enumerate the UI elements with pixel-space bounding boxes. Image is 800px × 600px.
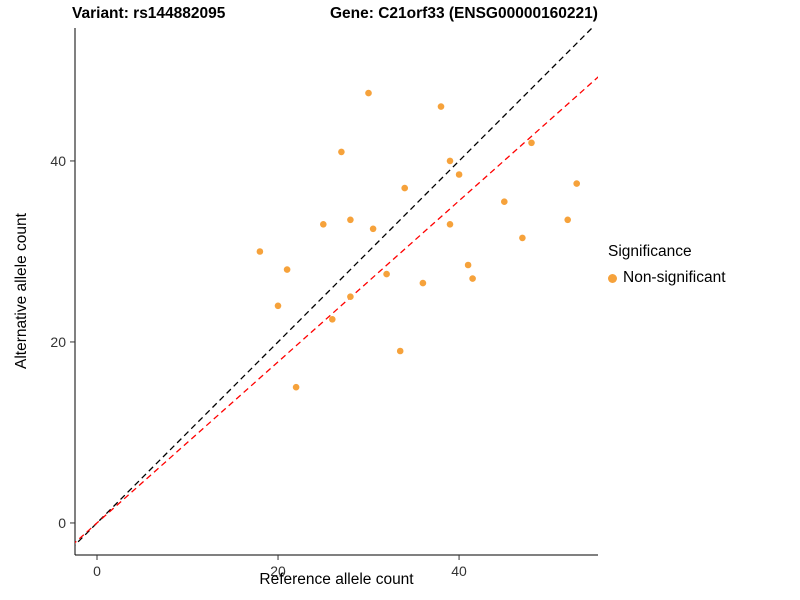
data-point-non-significant bbox=[338, 148, 345, 156]
y-tick-label: 40 bbox=[50, 153, 66, 169]
legend-title: Significance bbox=[608, 243, 692, 260]
data-point-non-significant bbox=[365, 89, 372, 97]
variant-title: Variant: rs144882095 bbox=[72, 5, 226, 22]
data-point-non-significant bbox=[519, 234, 526, 242]
data-point-non-significant bbox=[528, 139, 535, 147]
data-point-non-significant bbox=[464, 261, 472, 269]
x-axis-label: Reference allele count bbox=[259, 571, 414, 588]
legend-item-label: Non-significant bbox=[623, 269, 726, 286]
x-tick-label: 40 bbox=[451, 563, 467, 579]
legend: Significance Non-significant bbox=[608, 243, 726, 287]
data-point-non-significant bbox=[401, 184, 409, 192]
data-point-non-significant bbox=[256, 248, 264, 255]
data-point-non-significant bbox=[283, 266, 291, 273]
legend-point-icon bbox=[608, 273, 617, 283]
data-point-non-significant bbox=[320, 221, 327, 228]
data-point-non-significant bbox=[437, 103, 445, 110]
data-point-non-significant bbox=[396, 347, 404, 355]
data-point-non-significant bbox=[383, 270, 390, 278]
data-point-non-significant bbox=[419, 279, 427, 287]
identity-line bbox=[75, 28, 593, 546]
x-tick-label: 0 bbox=[93, 563, 101, 579]
data-point-non-significant bbox=[329, 316, 336, 323]
data-point-non-significant bbox=[274, 302, 282, 310]
x-tick-label: 20 bbox=[270, 563, 286, 579]
data-point-non-significant bbox=[469, 275, 476, 282]
data-point-non-significant bbox=[455, 171, 463, 178]
y-tick-label: 0 bbox=[58, 515, 66, 531]
gene-title: Gene: C21orf33 (ENSG00000160221) bbox=[330, 5, 598, 22]
data-point-non-significant bbox=[564, 216, 571, 224]
data-point-non-significant bbox=[369, 225, 377, 233]
data-point-non-significant bbox=[501, 198, 508, 205]
data-point-non-significant bbox=[573, 180, 580, 187]
data-point-non-significant bbox=[292, 383, 300, 391]
y-axis-label: Alternative allele count bbox=[13, 213, 30, 369]
legend-item: Non-significant bbox=[608, 269, 726, 287]
data-point-non-significant bbox=[347, 216, 354, 224]
data-point-non-significant bbox=[347, 293, 354, 301]
data-point-non-significant bbox=[446, 221, 454, 228]
y-tick-label: 20 bbox=[50, 334, 66, 350]
data-point-non-significant bbox=[446, 157, 454, 165]
fit-line bbox=[75, 76, 598, 544]
